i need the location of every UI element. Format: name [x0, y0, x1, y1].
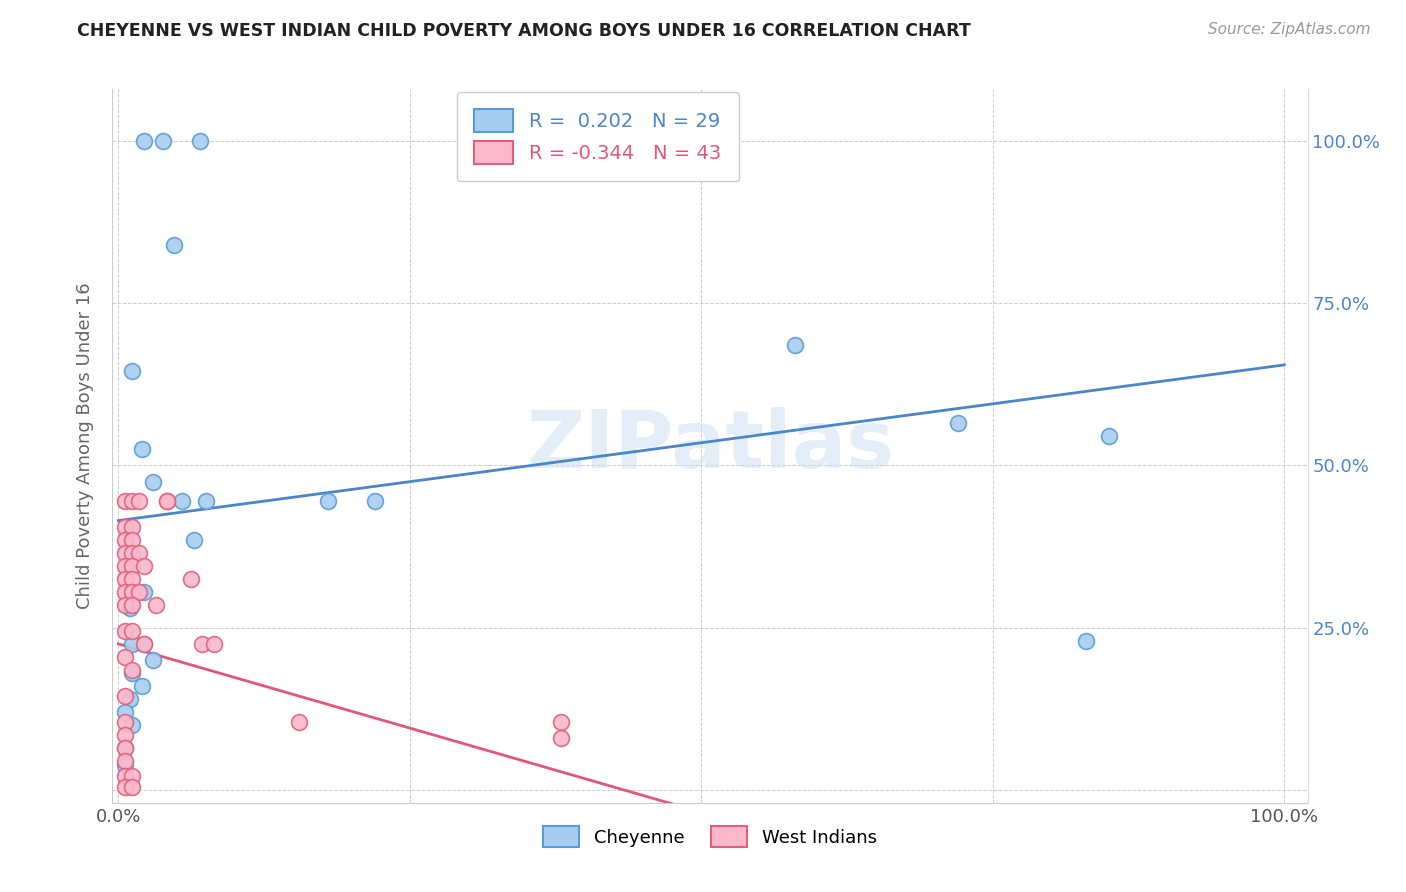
Point [114, 598, 136, 612]
Point [1098, 429, 1121, 443]
Point [121, 637, 143, 651]
Point [191, 637, 214, 651]
Point [114, 758, 136, 772]
Point [121, 624, 143, 638]
Point [550, 714, 572, 729]
Text: ZIPatlas: ZIPatlas [526, 407, 894, 485]
Point [114, 705, 136, 719]
Point [114, 572, 136, 586]
Point [121, 520, 143, 534]
Point [156, 494, 179, 508]
Point [946, 417, 969, 431]
Point [114, 624, 136, 638]
Point [121, 552, 143, 566]
Point [114, 494, 136, 508]
Point [121, 585, 143, 599]
Point [114, 546, 136, 560]
Point [121, 533, 143, 547]
Point [128, 546, 150, 560]
Y-axis label: Child Poverty Among Boys Under 16: Child Poverty Among Boys Under 16 [76, 283, 94, 609]
Point [118, 692, 141, 706]
Point [131, 679, 153, 693]
Point [114, 754, 136, 768]
Point [128, 494, 150, 508]
Point [121, 364, 143, 378]
Point [145, 598, 167, 612]
Point [188, 134, 211, 148]
Point [128, 585, 150, 599]
Point [114, 520, 136, 534]
Point [121, 559, 143, 574]
Text: Source: ZipAtlas.com: Source: ZipAtlas.com [1208, 22, 1371, 37]
Legend: Cheyenne, West Indians: Cheyenne, West Indians [536, 819, 884, 855]
Point [288, 714, 311, 729]
Point [172, 494, 194, 508]
Point [132, 637, 155, 651]
Point [142, 475, 165, 489]
Point [121, 780, 143, 794]
Point [121, 546, 143, 560]
Point [114, 740, 136, 755]
Point [118, 601, 141, 615]
Point [132, 559, 155, 574]
Point [121, 494, 143, 508]
Point [180, 572, 202, 586]
Point [132, 585, 155, 599]
Point [202, 637, 225, 651]
Point [114, 740, 136, 755]
Point [1074, 633, 1097, 648]
Point [783, 338, 806, 352]
Point [183, 533, 205, 547]
Point [114, 728, 136, 742]
Point [114, 559, 136, 574]
Point [142, 653, 165, 667]
Point [121, 598, 143, 612]
Point [132, 637, 155, 651]
Point [114, 714, 136, 729]
Point [114, 768, 136, 782]
Point [121, 663, 143, 677]
Point [152, 134, 174, 148]
Point [156, 494, 179, 508]
Point [163, 238, 186, 252]
Point [114, 533, 136, 547]
Point [121, 718, 143, 732]
Point [132, 134, 155, 148]
Point [121, 572, 143, 586]
Point [121, 768, 143, 782]
Point [114, 689, 136, 703]
Text: CHEYENNE VS WEST INDIAN CHILD POVERTY AMONG BOYS UNDER 16 CORRELATION CHART: CHEYENNE VS WEST INDIAN CHILD POVERTY AM… [77, 22, 972, 40]
Point [364, 494, 387, 508]
Point [194, 494, 217, 508]
Point [121, 666, 143, 681]
Point [114, 649, 136, 664]
Point [114, 780, 136, 794]
Point [131, 442, 153, 457]
Point [316, 494, 339, 508]
Point [550, 731, 572, 745]
Point [114, 585, 136, 599]
